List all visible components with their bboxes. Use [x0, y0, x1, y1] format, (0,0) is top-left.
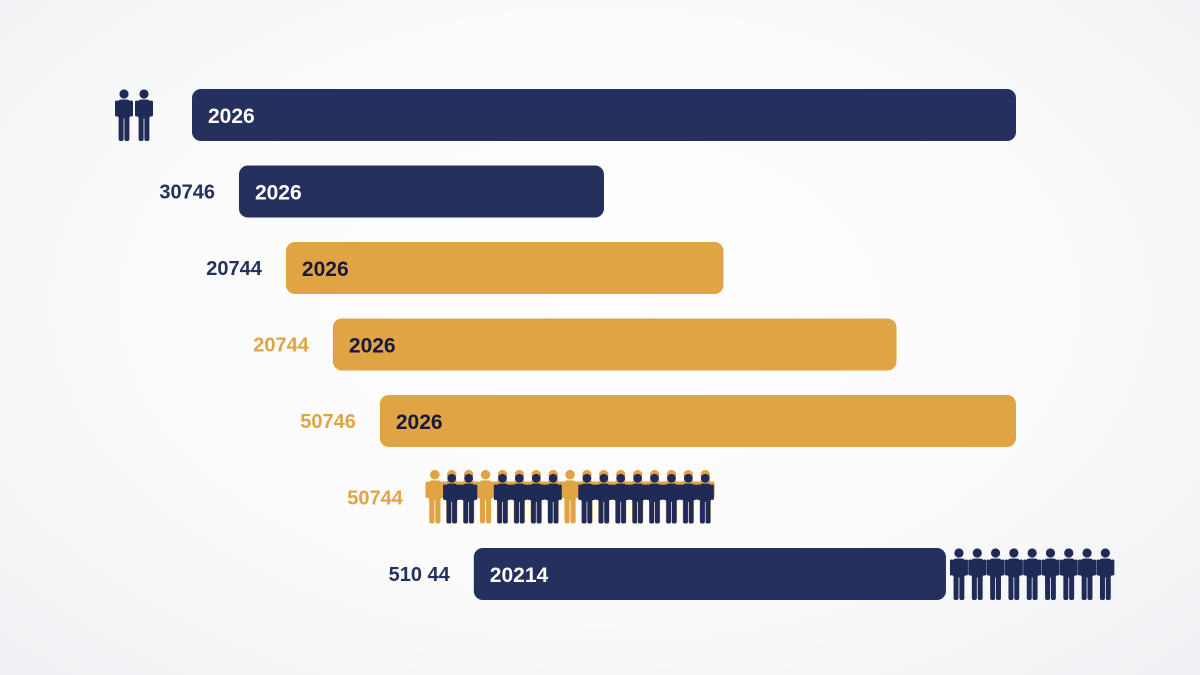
person-icon	[662, 473, 681, 524]
person-icon	[476, 469, 495, 524]
bar-value-label: 20214	[490, 564, 549, 587]
person-icon	[949, 548, 968, 600]
row-label: 510 44	[389, 564, 451, 586]
person-icon	[1004, 548, 1023, 600]
bar	[473, 548, 946, 600]
person-icon	[1041, 548, 1060, 600]
bar-row: 50744	[347, 469, 715, 524]
person-icon	[595, 473, 613, 524]
person-icon	[425, 469, 445, 524]
bar-row: 20744 2026	[206, 242, 724, 294]
people-group	[949, 548, 1115, 600]
bar	[332, 318, 897, 371]
bar-row: 2026	[115, 89, 1016, 141]
bar-value-label: 2026	[302, 258, 349, 281]
person-icon	[493, 473, 512, 524]
row-label: 50746	[300, 411, 356, 433]
bar-row: 20744 2026	[253, 318, 897, 371]
person-icon	[115, 89, 133, 141]
row-label: 20744	[206, 258, 262, 280]
bar	[192, 89, 1016, 141]
person-icon	[1059, 548, 1078, 600]
bar-row: 30746 2026	[159, 165, 604, 218]
person-icon	[527, 473, 545, 524]
row-label: 50744	[347, 488, 403, 510]
person-icon	[645, 473, 664, 524]
person-icon	[135, 89, 153, 141]
row-label: 20744	[253, 335, 309, 357]
person-icon	[443, 473, 461, 524]
row-label: 30746	[159, 182, 215, 204]
bar	[238, 165, 604, 218]
person-icon	[679, 473, 697, 524]
person-icon	[1023, 548, 1042, 600]
bar-value-label: 2026	[208, 105, 255, 128]
person-icon	[544, 473, 562, 524]
bar-value-label: 2026	[396, 411, 443, 434]
person-icon	[986, 548, 1005, 600]
people-strip	[425, 469, 715, 524]
bar	[379, 395, 1016, 447]
person-icon	[510, 473, 528, 524]
person-icon	[696, 473, 714, 524]
bar	[285, 242, 724, 294]
person-icon	[1078, 548, 1097, 600]
bar-row: 510 44 20214	[389, 548, 1115, 600]
bar-value-label: 2026	[255, 182, 302, 205]
person-icon	[612, 473, 630, 524]
person-icon	[560, 469, 580, 524]
person-icon	[1096, 548, 1115, 600]
bar-row: 50746 2026	[300, 395, 1016, 447]
bar-value-label: 2026	[349, 335, 396, 358]
person-icon	[578, 473, 596, 524]
person-icon	[968, 548, 987, 600]
person-icon	[459, 473, 478, 524]
people-group	[115, 89, 153, 141]
person-icon	[628, 473, 647, 524]
